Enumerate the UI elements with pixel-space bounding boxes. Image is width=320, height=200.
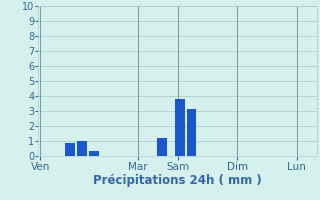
Bar (77, 141, 87, 156)
Bar (65, 143, 75, 156)
Bar (175, 99, 185, 156)
Bar (187, 109, 196, 156)
X-axis label: Précipitations 24h ( mm ): Précipitations 24h ( mm ) (93, 174, 262, 187)
Bar (157, 138, 167, 156)
Bar (89, 151, 99, 156)
